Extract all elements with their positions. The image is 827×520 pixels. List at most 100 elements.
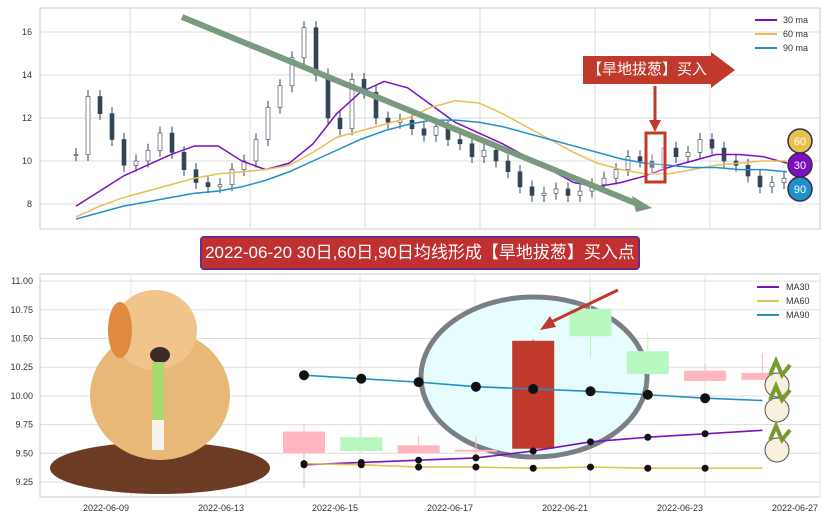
y-tick-label: 9.75 <box>15 420 33 430</box>
ma-badge-label: 30 <box>794 160 806 172</box>
candle <box>421 128 427 136</box>
candle <box>229 169 235 185</box>
trend-arrow <box>180 14 642 208</box>
leek-stem-illustration <box>152 420 164 450</box>
candle <box>169 132 175 153</box>
legend-label: 30 ma <box>783 15 808 25</box>
turnip-leaf-icon <box>768 380 792 404</box>
dog-nose-illustration <box>150 347 170 363</box>
ma-point <box>415 456 423 464</box>
ma-point <box>587 438 594 446</box>
legend-label: MA30 <box>786 282 810 292</box>
ma-point <box>644 433 652 441</box>
x-tick-label: 2022-06-15 <box>312 503 358 513</box>
candle <box>265 106 271 140</box>
candle <box>565 188 571 196</box>
ma-point <box>700 393 711 404</box>
turnip-icon <box>764 397 790 423</box>
ma-line-60ma <box>75 100 787 218</box>
candle <box>385 117 391 123</box>
pointer-arrow <box>544 288 619 327</box>
turnip-icon <box>764 437 790 463</box>
y-tick-label: 10.25 <box>10 362 33 372</box>
y-tick-label: 16 <box>22 27 32 37</box>
ma-point <box>415 463 423 471</box>
candle <box>85 96 91 155</box>
candle <box>181 152 187 170</box>
ma-point <box>472 454 480 462</box>
ma-point <box>357 461 365 469</box>
candle <box>289 57 295 87</box>
candle <box>601 177 607 185</box>
candle <box>757 175 763 188</box>
candle <box>741 372 784 380</box>
ma-point <box>470 381 481 392</box>
legend-label: MA90 <box>786 310 810 320</box>
candle <box>205 182 211 188</box>
dirt-mound-illustration <box>50 442 270 494</box>
x-tick-label: 2022-06-09 <box>83 503 129 513</box>
candle <box>673 147 679 158</box>
ma-point <box>529 447 537 455</box>
legend-label: 90 ma <box>783 43 808 53</box>
candle <box>337 117 343 130</box>
candle <box>313 27 319 76</box>
candle <box>454 449 497 452</box>
x-tick-label: 2022-06-23 <box>657 503 703 513</box>
candle <box>541 192 547 196</box>
x-tick-label: 2022-06-21 <box>542 503 588 513</box>
candle <box>283 431 325 454</box>
ma-point <box>299 370 309 381</box>
y-tick-label: 9.50 <box>15 448 33 458</box>
y-tick-label: 12 <box>22 113 32 123</box>
turnip-leaf-icon <box>768 355 792 379</box>
y-tick-label: 10.00 <box>10 391 33 401</box>
trend-arrow-head-icon <box>632 196 652 212</box>
ma-point <box>413 377 424 388</box>
candle <box>277 85 283 108</box>
candle <box>97 96 103 115</box>
candle <box>709 139 715 149</box>
callout-arrow-icon <box>711 52 735 88</box>
dog-ear-illustration <box>108 302 132 358</box>
ma-point <box>644 464 652 472</box>
candle <box>697 139 703 153</box>
candle <box>745 165 751 177</box>
candle <box>121 139 127 166</box>
ma-point <box>642 389 653 400</box>
candle <box>109 113 115 140</box>
candle <box>781 177 787 183</box>
candle <box>373 91 379 119</box>
ma-point <box>701 430 709 438</box>
ma-point <box>472 463 480 471</box>
ma-point <box>585 386 596 397</box>
candle <box>512 340 555 449</box>
buy-point-box <box>644 131 667 184</box>
y-tick-label: 14 <box>22 70 32 80</box>
ma-line-30ma <box>75 80 788 207</box>
x-tick-label: 2022-06-27 <box>772 503 818 513</box>
dog-head-illustration <box>113 290 197 370</box>
buy-point-banner: 2022-06-20 30日,60日,90日均线形成【旱地拔葱】买入点 <box>200 236 640 270</box>
x-tick-label: 2022-06-17 <box>427 503 473 513</box>
ma-badge-label: 60 <box>794 136 806 148</box>
ma-point <box>701 464 709 472</box>
ma-badge-label: 90 <box>794 184 806 196</box>
ma-point <box>587 463 594 471</box>
candle <box>217 184 223 188</box>
candle <box>325 74 331 119</box>
candle <box>493 149 499 162</box>
candle <box>457 139 463 145</box>
ma-badge <box>787 176 813 202</box>
candle <box>529 186 535 196</box>
candle <box>517 171 523 188</box>
y-tick-label: 10 <box>22 156 32 166</box>
candle <box>613 169 619 179</box>
candle <box>469 143 475 158</box>
candle <box>73 154 79 156</box>
candle <box>301 27 307 59</box>
candle <box>553 188 559 194</box>
y-tick-label: 11.00 <box>11 276 33 286</box>
pointer-head-icon <box>649 120 661 132</box>
candle <box>133 160 139 166</box>
